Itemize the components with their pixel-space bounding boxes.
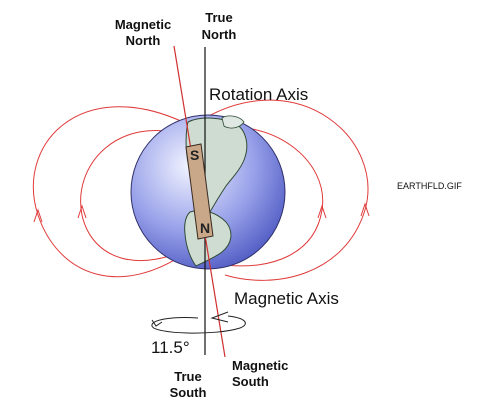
field-arrow [317, 204, 327, 219]
magnetic-axis-pointer [210, 311, 229, 323]
true-south-label-line2: South [170, 385, 207, 400]
bar-magnet: S N [185, 143, 214, 240]
magnetic-north-label-line1: Magnetic [115, 17, 171, 32]
magnetic-south-label-line2: South [232, 374, 269, 389]
field-line-right-outer [204, 99, 369, 281]
true-north-label-line1: True [205, 10, 232, 25]
rotation-indicator [151, 311, 246, 334]
filename-label: EARTHFLD.GIF [397, 181, 462, 191]
magnetic-south-label-line1: Magnetic [232, 358, 288, 373]
magnetic-north-label-line2: North [126, 33, 161, 48]
magnet-south-pole: S [190, 147, 199, 163]
field-line-left-outer [32, 106, 191, 278]
field-arrow [360, 202, 370, 217]
magnet-north-pole: N [200, 220, 210, 236]
true-north-label-line2: North [202, 27, 237, 42]
angle-label: 11.5° [151, 338, 190, 357]
field-arrow [77, 204, 87, 219]
field-line-left-inner [80, 130, 196, 261]
field-lines [32, 99, 370, 281]
earth-globe [130, 114, 286, 270]
magnet-body [185, 143, 214, 240]
greenland [221, 115, 245, 129]
rotation-arrowhead [151, 319, 163, 327]
rotation-ellipse [151, 315, 246, 334]
rotation-axis-label: Rotation Axis [209, 85, 308, 104]
magnetic-axis-label: Magnetic Axis [234, 289, 339, 308]
field-line-right-inner [207, 126, 324, 267]
field-arrow [33, 208, 43, 223]
true-south-label-line1: True [174, 369, 201, 384]
